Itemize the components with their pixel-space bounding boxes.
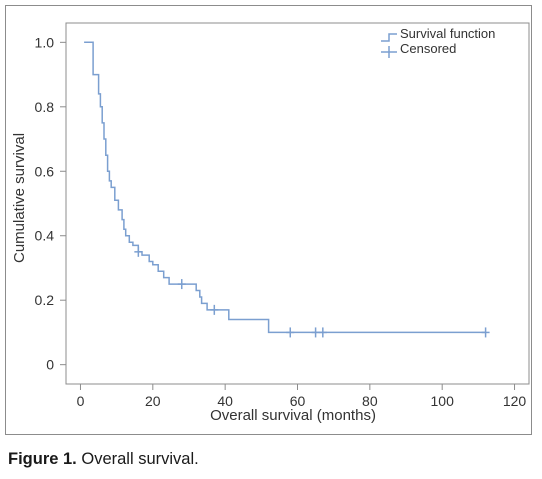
x-axis-title: Overall survival (months) bbox=[210, 407, 376, 424]
figure-frame: 0 0.2 0.4 0.6 0.8 1.0 0 20 40 60 80 100 120 Cumulat… bbox=[5, 5, 532, 435]
x-tick-label: 40 bbox=[217, 393, 233, 409]
caption-label: Figure 1. bbox=[8, 450, 77, 468]
y-tick-label: 0.6 bbox=[35, 163, 55, 179]
x-axis-ticks: 0 20 40 60 80 100 120 bbox=[77, 384, 527, 409]
figure-caption: Figure 1. Overall survival. bbox=[8, 450, 199, 469]
y-tick-label: 0.2 bbox=[35, 292, 55, 308]
y-axis-title: Cumulative survival bbox=[11, 133, 28, 263]
legend-censored-label: Censored bbox=[400, 41, 456, 56]
x-tick-label: 20 bbox=[145, 393, 161, 409]
x-tick-label: 0 bbox=[77, 393, 85, 409]
y-tick-label: 1.0 bbox=[35, 34, 55, 50]
legend-survival-label: Survival function bbox=[400, 26, 495, 41]
legend-survival-swatch bbox=[381, 33, 397, 42]
survival-chart: 0 0.2 0.4 0.6 0.8 1.0 0 20 40 60 80 100 120 Cumulat… bbox=[11, 22, 530, 424]
y-tick-label: 0.8 bbox=[35, 99, 55, 115]
series-layer bbox=[84, 41, 490, 338]
survival-function-line bbox=[84, 41, 486, 334]
x-tick-label: 100 bbox=[431, 393, 455, 409]
x-tick-label: 60 bbox=[290, 393, 306, 409]
x-tick-label: 80 bbox=[362, 393, 378, 409]
y-tick-label: 0.4 bbox=[35, 228, 55, 244]
caption-text: Overall survival. bbox=[81, 450, 199, 468]
legend: Survival function Censored bbox=[381, 26, 495, 58]
y-axis-ticks: 0 0.2 0.4 0.6 0.8 1.0 bbox=[35, 34, 66, 373]
plot-frame bbox=[65, 22, 530, 385]
x-tick-label: 120 bbox=[503, 393, 527, 409]
y-tick-label: 0 bbox=[46, 357, 54, 373]
